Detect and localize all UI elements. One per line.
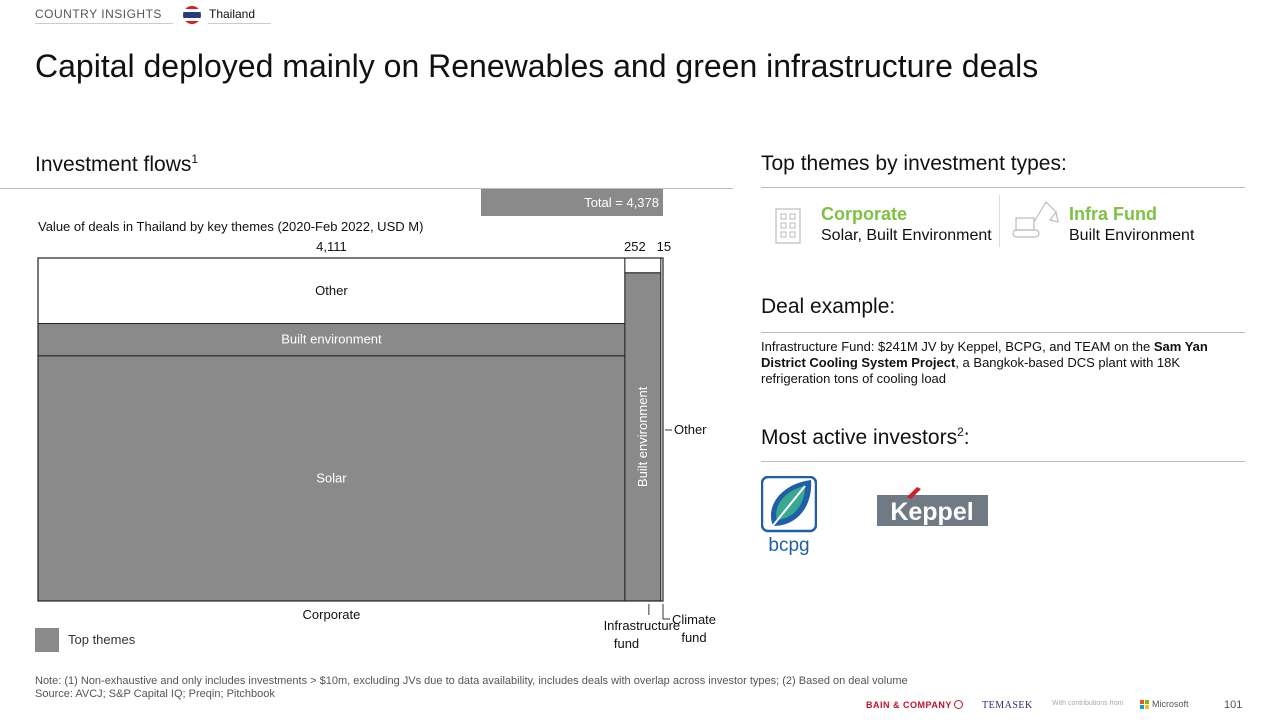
divider bbox=[761, 187, 1245, 188]
segment-label: Built environment bbox=[635, 386, 650, 487]
divider bbox=[761, 332, 1245, 333]
legend-label: Top themes bbox=[68, 632, 136, 647]
bain-mark-icon bbox=[954, 700, 963, 709]
country-underline bbox=[208, 23, 271, 24]
keppel-logo: Keppel bbox=[877, 487, 988, 526]
bcpg-logo: bcpg bbox=[761, 476, 817, 556]
category-label-climate: Climate bbox=[672, 612, 716, 627]
deal-example-text: Infrastructure Fund: $241M JV by Keppel,… bbox=[761, 339, 1208, 386]
theme-desc-infra-fund: Built Environment bbox=[1069, 227, 1195, 244]
theme-desc-corporate: Solar, Built Environment bbox=[821, 227, 992, 244]
segment-label: Solar bbox=[316, 470, 347, 485]
marimekko-chart: Solar Built environment Other Built environ… bbox=[37, 239, 716, 651]
bain-logo: BAIN & COMPANY bbox=[866, 700, 952, 710]
investment-flows-title: Investment flows1 bbox=[35, 152, 199, 176]
column-total-corporate: 4,111 bbox=[316, 239, 347, 254]
segment-label: Other bbox=[315, 283, 348, 298]
divider bbox=[0, 188, 733, 189]
divider bbox=[761, 461, 1245, 462]
category-label-infra: fund bbox=[614, 636, 639, 651]
section-underline bbox=[35, 23, 173, 24]
microsoft-icon bbox=[1140, 700, 1150, 710]
building-icon bbox=[775, 208, 801, 244]
theme-name-infra-fund: Infra Fund bbox=[1069, 204, 1157, 224]
chart-subtitle: Value of deals in Thailand by key themes… bbox=[38, 219, 424, 234]
category-label-infra: Infrastructure bbox=[604, 618, 681, 633]
segment-label: Built environment bbox=[281, 332, 382, 347]
leader-line bbox=[662, 604, 670, 620]
side-label-other: Other bbox=[674, 422, 707, 437]
legend-swatch bbox=[35, 628, 59, 652]
chart-frame bbox=[37, 257, 664, 602]
section-label: COUNTRY INSIGHTS bbox=[35, 7, 162, 21]
deal-example-title: Deal example: bbox=[761, 295, 896, 318]
themes-title: Top themes by investment types: bbox=[761, 152, 1067, 175]
contributions-label: With contributions from bbox=[1052, 700, 1124, 707]
svg-text:Keppel: Keppel bbox=[890, 498, 973, 526]
column-total-infra: 252 bbox=[624, 239, 646, 254]
segment-1-1 bbox=[624, 257, 662, 274]
thailand-flag-icon bbox=[183, 6, 201, 24]
theme-divider bbox=[999, 195, 1000, 247]
microsoft-logo: Microsoft bbox=[1152, 699, 1189, 709]
category-label-climate: fund bbox=[681, 630, 706, 645]
excavator-icon bbox=[1012, 201, 1059, 238]
theme-name-corporate: Corporate bbox=[821, 204, 908, 224]
column-total-climate: 15 bbox=[657, 239, 671, 254]
temasek-logo: TEMASEK bbox=[982, 700, 1033, 711]
page-title: Capital deployed mainly on Renewables an… bbox=[35, 48, 1039, 84]
country-label: Thailand bbox=[209, 7, 256, 21]
category-label-corporate: Corporate bbox=[303, 607, 361, 622]
investors-title: Most active investors2: bbox=[761, 425, 970, 449]
segment-1-0 bbox=[624, 272, 662, 602]
total-label: Total = 4,378 bbox=[481, 189, 663, 216]
page-number: 101 bbox=[1224, 699, 1243, 711]
svg-text:bcpg: bcpg bbox=[768, 535, 809, 556]
footnote: Note: (1) Non-exhaustive and only includ… bbox=[35, 675, 908, 700]
